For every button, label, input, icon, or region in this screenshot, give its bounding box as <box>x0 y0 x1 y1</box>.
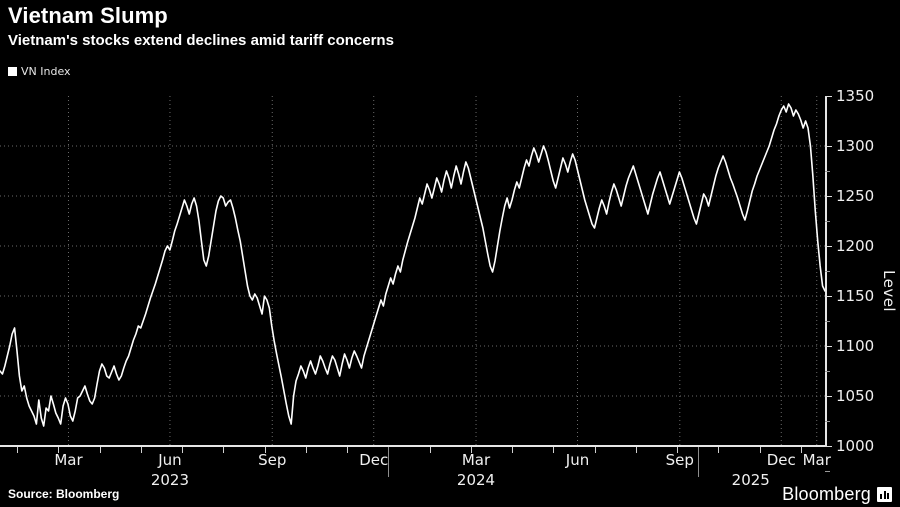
y-axis-minor-tick <box>825 171 830 172</box>
x-axis-label: Sep <box>665 451 694 469</box>
x-axis-tick <box>594 447 596 453</box>
x-axis-label: Dec <box>359 451 389 469</box>
x-axis-year-label: 2023 <box>150 471 190 489</box>
x-axis-tick <box>99 447 101 453</box>
y-axis-tick <box>825 196 832 197</box>
x-axis-tick <box>17 447 18 453</box>
x-axis-label: Jun <box>158 451 182 469</box>
y-axis-minor-tick <box>825 221 830 222</box>
vn-index-line-chart <box>0 96 825 446</box>
y-axis-label: 1100 <box>836 337 875 355</box>
y-axis-title: Level <box>880 270 898 313</box>
y-axis-tick <box>825 446 832 447</box>
x-axis-year-label: 2024 <box>456 471 496 489</box>
page-title: Vietnam Slump <box>8 3 168 28</box>
vn-index-data-line <box>0 103 825 427</box>
y-axis-tick <box>825 146 832 147</box>
x-axis-year-separator <box>388 447 390 477</box>
y-axis-minor-tick <box>825 371 830 372</box>
y-axis-minor-tick <box>825 271 830 272</box>
y-axis-tick <box>825 246 832 247</box>
y-axis-tick <box>825 346 832 347</box>
brand-name: Bloomberg <box>782 484 871 504</box>
y-axis-tick <box>825 296 832 297</box>
bloomberg-branding: Bloomberg <box>782 484 892 505</box>
legend-label-vn-index: VN Index <box>21 65 71 78</box>
x-axis-tick <box>512 447 513 453</box>
y-axis-minor-tick <box>825 471 830 472</box>
x-axis-tick <box>140 447 142 453</box>
x-axis-tick <box>553 447 555 453</box>
gridlines <box>0 96 825 446</box>
y-axis-label: 1050 <box>836 387 875 405</box>
x-axis-tick <box>718 447 720 453</box>
y-axis-label: 1300 <box>836 137 875 155</box>
x-axis-label: Mar <box>461 451 491 469</box>
x-axis-tick <box>800 447 802 453</box>
plot-area <box>0 96 825 446</box>
y-axis-label: 1350 <box>836 87 875 105</box>
page-subtitle: Vietnam's stocks extend declines amid ta… <box>8 32 394 49</box>
x-axis-label: Mar <box>802 451 831 469</box>
x-axis-tick <box>58 447 60 453</box>
x-axis-tick <box>305 447 307 453</box>
x-axis-tick <box>429 447 431 453</box>
y-axis-tick <box>825 396 832 397</box>
legend-swatch-vn-index <box>8 67 17 76</box>
x-axis-year-separator <box>698 447 700 477</box>
bar-chart-icon <box>877 487 892 502</box>
x-axis-tick <box>470 447 472 453</box>
x-axis-tick <box>759 447 761 453</box>
x-axis-label: Dec <box>766 451 796 469</box>
x-axis-tick <box>677 447 678 453</box>
y-axis-minor-tick <box>825 421 830 422</box>
x-axis-tick <box>347 447 348 453</box>
y-axis-tick <box>825 96 832 97</box>
y-axis-minor-tick <box>825 321 830 322</box>
x-axis-line <box>0 445 827 447</box>
x-axis-label: Jun <box>565 451 590 469</box>
x-axis-tick <box>182 447 183 453</box>
y-axis-label: 1200 <box>836 237 875 255</box>
x-axis-year-label: 2025 <box>731 471 770 489</box>
y-axis-label: 1000 <box>836 437 875 455</box>
y-axis-label: 1250 <box>836 187 875 205</box>
x-axis-tick <box>223 447 225 453</box>
source-note: Source: Bloomberg <box>8 487 120 501</box>
x-axis-tick <box>264 447 266 453</box>
chart-legend: VN Index <box>8 65 71 78</box>
x-axis-label: Mar <box>54 451 83 469</box>
x-axis-tick <box>635 447 637 453</box>
y-axis-label: 1150 <box>836 287 875 305</box>
x-axis-label: Sep <box>258 451 287 469</box>
